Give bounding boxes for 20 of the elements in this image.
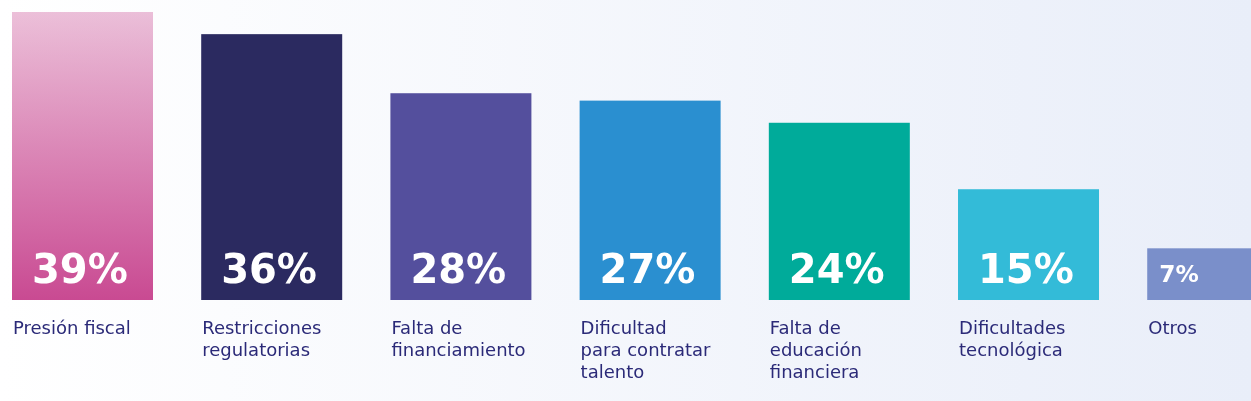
data-label: 24% — [788, 246, 885, 292]
data-label: 28% — [410, 246, 507, 292]
data-label: 7% — [1159, 260, 1199, 288]
data-label: 27% — [599, 246, 696, 292]
x-tick-label: Dificultades tecnológica — [959, 317, 1066, 360]
bar — [768, 122, 910, 300]
bar — [390, 93, 532, 300]
x-tick-label: Otros — [1148, 317, 1197, 338]
bar — [201, 34, 343, 300]
x-tick-label: Falta de educación financiera — [769, 317, 862, 382]
x-tick-label: Dificultad para contratar talento — [580, 317, 712, 382]
x-tick-label: Restricciones regulatorias — [202, 317, 322, 360]
bar — [12, 12, 153, 300]
bar — [579, 100, 721, 300]
data-label: 39% — [32, 246, 128, 292]
data-label: 36% — [221, 246, 317, 292]
x-tick-label: Falta de financiamiento — [391, 317, 526, 360]
x-tick-label: Presión fiscal — [13, 317, 131, 338]
bar — [958, 189, 1100, 300]
data-label: 15% — [978, 246, 1074, 292]
